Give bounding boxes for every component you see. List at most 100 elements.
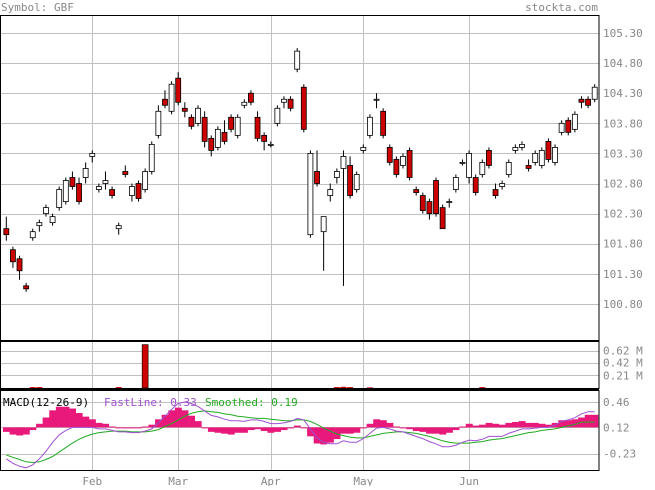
candle-body-7	[49, 216, 56, 224]
volume-bars	[29, 344, 486, 389]
candle-body-70	[466, 153, 472, 178]
candle-body-12	[82, 168, 89, 178]
candle-body-27	[181, 107, 188, 112]
candle-body-26	[175, 77, 182, 103]
candle-52	[347, 156, 353, 199]
candle-65	[433, 177, 439, 217]
candle-body-53	[353, 174, 360, 190]
candle-body-3	[23, 285, 30, 290]
macd-lines	[6, 401, 595, 469]
candle-body-71	[472, 177, 479, 193]
candle-body-43	[287, 98, 294, 109]
candle-body-74	[492, 189, 499, 196]
candle-body-13	[89, 153, 96, 157]
macd-hist-74	[492, 423, 500, 428]
candle-13	[89, 150, 96, 163]
candle-77	[512, 144, 519, 154]
macd-hist-0	[3, 427, 10, 432]
candle-body-86	[571, 113, 578, 130]
candle-0	[3, 216, 10, 241]
volume-bar-52	[347, 387, 354, 388]
candle-45	[300, 84, 307, 133]
candle-58	[386, 144, 393, 166]
macd-hist-16	[108, 426, 116, 428]
candle-body-45	[300, 86, 307, 130]
macd-hist-6	[42, 417, 50, 428]
macd-hist-14	[95, 422, 103, 428]
candle-60	[400, 153, 406, 169]
volume-bar-17	[115, 387, 122, 388]
macd-hist-32	[214, 427, 222, 433]
candle-80	[532, 150, 539, 166]
macd-hist-86	[571, 419, 579, 428]
candle-87	[578, 96, 585, 109]
candle-38	[254, 111, 261, 142]
macd-hist-55	[366, 423, 374, 428]
macd-smoothed-line	[6, 410, 595, 464]
candle-15	[102, 171, 109, 190]
candle-body-36	[241, 101, 248, 106]
candle-88	[585, 96, 591, 109]
macd-hist-49	[326, 427, 334, 443]
macd-hist-82	[545, 424, 553, 428]
candle-body-51	[340, 156, 347, 169]
macd-hist-54	[360, 427, 367, 429]
candle-5	[36, 219, 43, 232]
macd-hist-4	[29, 427, 37, 431]
macd-hist-67	[445, 427, 453, 433]
candle-78	[519, 141, 525, 151]
macd-title: MACD(12-26-9)	[3, 396, 89, 409]
candle-67	[446, 198, 453, 208]
macd-hist-63	[419, 427, 427, 432]
macd-hist-13	[88, 419, 96, 428]
candle-body-2	[16, 258, 23, 272]
candle-84	[558, 120, 565, 136]
candle-57	[380, 108, 387, 139]
candle-1	[10, 246, 16, 268]
volume-tick-1: 0.42 M	[603, 357, 643, 370]
month-label-mar: Mar	[168, 475, 188, 486]
candle-50	[333, 168, 340, 184]
macd-hist-25	[168, 410, 176, 428]
macd-hist-12	[82, 416, 90, 428]
candle-10	[69, 171, 76, 190]
candle-body-25	[168, 83, 175, 112]
candle-74	[492, 183, 499, 199]
macd-hist-7	[49, 410, 57, 428]
candle-body-35	[234, 116, 241, 136]
candle-37	[248, 90, 254, 106]
macd-hist-3	[22, 427, 30, 435]
candle-64	[426, 198, 433, 220]
x-tick-labels: Feb Mar Apr May Jun	[82, 475, 479, 488]
candle-66	[439, 204, 446, 230]
candle-62	[413, 186, 420, 196]
candle-body-85	[565, 119, 572, 133]
candle-54	[360, 144, 367, 154]
macd-hist-89	[591, 414, 599, 428]
macd-hist-71	[472, 425, 480, 428]
macd-hist-2	[16, 427, 24, 436]
candle-76	[505, 159, 512, 178]
macd-hist-41	[274, 427, 281, 432]
candle-body-59	[393, 159, 400, 175]
volume-tick-2: 0.21 M	[603, 369, 643, 382]
candle-48	[320, 216, 327, 271]
price-tick-7: 101.80	[603, 238, 643, 251]
price-tick-2: 104.30	[603, 87, 643, 100]
candle-body-9	[62, 180, 69, 202]
candle-79	[525, 159, 532, 172]
candle-body-24	[162, 98, 168, 106]
macd-hist-48	[320, 427, 328, 445]
macd-hist-27	[181, 410, 189, 428]
macd-hist-61	[406, 427, 414, 430]
candle-body-84	[558, 122, 565, 133]
candle-2	[16, 255, 23, 280]
candle-61	[406, 147, 413, 181]
candle-body-20	[135, 183, 142, 199]
candle-body-68	[452, 177, 459, 190]
candle-22	[148, 141, 155, 175]
macd-panel-frame	[0, 390, 600, 471]
candle-body-52	[347, 165, 353, 196]
candle-body-1	[10, 249, 16, 263]
